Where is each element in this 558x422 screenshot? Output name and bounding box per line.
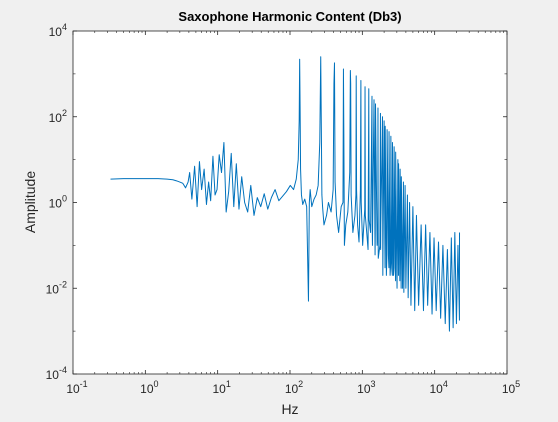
y-tick-label: 100: [49, 194, 67, 211]
x-axis-label: Hz: [281, 401, 298, 417]
y-tick-label: 10-2: [46, 279, 67, 296]
y-axis-label: Amplitude: [22, 171, 38, 233]
y-tick-label: 10-4: [46, 365, 67, 382]
x-tick-label: 101: [212, 379, 230, 396]
x-tick-label: 102: [285, 379, 303, 396]
y-tick-label: 102: [49, 108, 67, 125]
ticks-layer: 10-1 100 101 102 103 104 105 10-4 10-2 100 102 104: [46, 22, 521, 396]
x-tick-label: 100: [140, 379, 158, 396]
series-line-0: [110, 56, 461, 332]
x-tick-label: 105: [502, 379, 520, 396]
plot-area: [73, 31, 507, 374]
y-tick-label: 104: [49, 22, 67, 39]
x-tick-label: 103: [357, 379, 375, 396]
chart-title: Saxophone Harmonic Content (Db3): [178, 9, 401, 24]
x-tick-label: 104: [429, 379, 447, 396]
x-tick-label: 10-1: [66, 379, 87, 396]
series-layer: [110, 56, 461, 332]
